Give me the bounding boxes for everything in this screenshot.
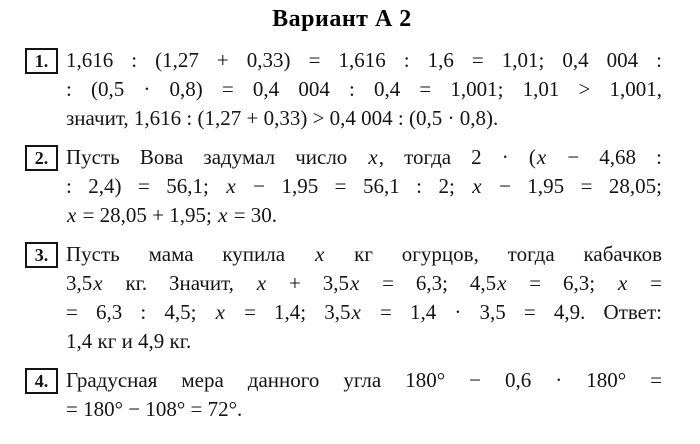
text-line: Пусть Вова задумал число x, тогда 2 · (x… bbox=[66, 143, 662, 172]
text-line: = 180° − 108° = 72°. bbox=[66, 395, 662, 424]
text-segment: кг. Значит, bbox=[103, 271, 256, 295]
math-variable: x bbox=[215, 300, 225, 324]
problem-text: Градусная мера данного угла 180° − 0,6 ·… bbox=[66, 366, 662, 424]
text-line: значит, 1,616 : (1,27 + 0,33) > 0,4 004 … bbox=[66, 104, 662, 133]
text-line: 3,5x кг. Значит, x + 3,5x = 6,3; 4,5x = … bbox=[66, 269, 662, 298]
problem-number-badge: 1. bbox=[25, 48, 58, 74]
math-variable: x bbox=[314, 242, 325, 266]
problems-list: 1. 1,616 : (1,27 + 0,33) = 1,616 : 1,6 = … bbox=[22, 46, 662, 424]
text-segment: = 6,3; bbox=[507, 271, 617, 295]
text-line: 1,616 : (1,27 + 0,33) = 1,616 : 1,6 = 1,… bbox=[66, 46, 662, 75]
text-segment: Пусть Вова задумал число bbox=[66, 145, 368, 169]
problem-text: Пусть мама купила x кг огурцов, тогда ка… bbox=[66, 240, 662, 356]
text-segment: : (0,5 · 0,8) = 0,4 004 : 0,4 = 1,001; 1… bbox=[66, 77, 662, 101]
math-variable: x bbox=[93, 271, 103, 295]
text-segment: = 28,05 + 1,95; bbox=[77, 203, 218, 227]
text-segment: кг огурцов, тогда кабачков bbox=[325, 242, 662, 266]
math-variable: x bbox=[218, 203, 228, 227]
text-segment: − 4,68 : bbox=[547, 145, 662, 169]
math-variable: x bbox=[226, 174, 236, 198]
text-segment: − 1,95 = 28,05; bbox=[482, 174, 662, 198]
text-segment: = 1,4; 3,5 bbox=[225, 300, 351, 324]
math-variable: x bbox=[617, 271, 628, 295]
text-segment: = 6,3; 4,5 bbox=[360, 271, 497, 295]
text-line: x = 28,05 + 1,95; x = 30. bbox=[66, 201, 662, 230]
text-segment: 3,5 bbox=[66, 271, 93, 295]
text-line: 1,4 кг и 4,9 кг. bbox=[66, 327, 662, 356]
text-segment: Градусная мера данного угла 180° − 0,6 ·… bbox=[66, 368, 662, 392]
math-variable: x bbox=[472, 174, 482, 198]
text-line: = 6,3 : 4,5; x = 1,4; 3,5x = 1,4 · 3,5 =… bbox=[66, 298, 662, 327]
text-segment: Пусть мама купила bbox=[66, 242, 314, 266]
problem-number-badge: 2. bbox=[25, 145, 58, 171]
text-segment: = bbox=[628, 271, 662, 295]
text-segment: = 1,4 · 3,5 = 4,9. Ответ: bbox=[361, 300, 662, 324]
text-segment: = 6,3 : 4,5; bbox=[66, 300, 215, 324]
problem-2: 2. Пусть Вова задумал число x, тогда 2 · … bbox=[22, 143, 662, 230]
text-segment: , тогда 2 · ( bbox=[378, 145, 536, 169]
text-segment: 1,616 : (1,27 + 0,33) = 1,616 : 1,6 = 1,… bbox=[66, 48, 662, 72]
text-segment: + 3,5 bbox=[267, 271, 349, 295]
text-line: Пусть мама купила x кг огурцов, тогда ка… bbox=[66, 240, 662, 269]
problem-3: 3. Пусть мама купила x кг огурцов, тогда … bbox=[22, 240, 662, 356]
text-segment: 1,4 кг и 4,9 кг. bbox=[66, 329, 192, 353]
problem-number-badge: 3. bbox=[25, 242, 58, 268]
math-variable: x bbox=[351, 300, 361, 324]
math-variable: x bbox=[67, 203, 77, 227]
text-line: : 2,4) = 56,1; x − 1,95 = 56,1 : 2; x − … bbox=[66, 172, 662, 201]
math-variable: x bbox=[349, 271, 360, 295]
text-line: Градусная мера данного угла 180° − 0,6 ·… bbox=[66, 366, 662, 395]
text-segment: значит, 1,616 : (1,27 + 0,33) > 0,4 004 … bbox=[66, 106, 499, 130]
problem-text: Пусть Вова задумал число x, тогда 2 · (x… bbox=[66, 143, 662, 230]
problem-text: 1,616 : (1,27 + 0,33) = 1,616 : 1,6 = 1,… bbox=[66, 46, 662, 133]
text-segment: = 30. bbox=[228, 203, 278, 227]
math-variable: x bbox=[536, 145, 547, 169]
text-segment: : 2,4) = 56,1; bbox=[66, 174, 226, 198]
math-variable: x bbox=[368, 145, 378, 169]
text-segment: − 1,95 = 56,1 : 2; bbox=[236, 174, 472, 198]
problem-1: 1. 1,616 : (1,27 + 0,33) = 1,616 : 1,6 = … bbox=[22, 46, 662, 133]
math-variable: x bbox=[497, 271, 507, 295]
problem-4: 4. Градусная мера данного угла 180° − 0,6… bbox=[22, 366, 662, 424]
text-line: : (0,5 · 0,8) = 0,4 004 : 0,4 = 1,001; 1… bbox=[66, 75, 662, 104]
problem-number-badge: 4. bbox=[25, 368, 58, 394]
page-title: Вариант А 2 bbox=[272, 6, 412, 32]
text-segment: = 180° − 108° = 72°. bbox=[66, 397, 243, 421]
math-variable: x bbox=[256, 271, 267, 295]
